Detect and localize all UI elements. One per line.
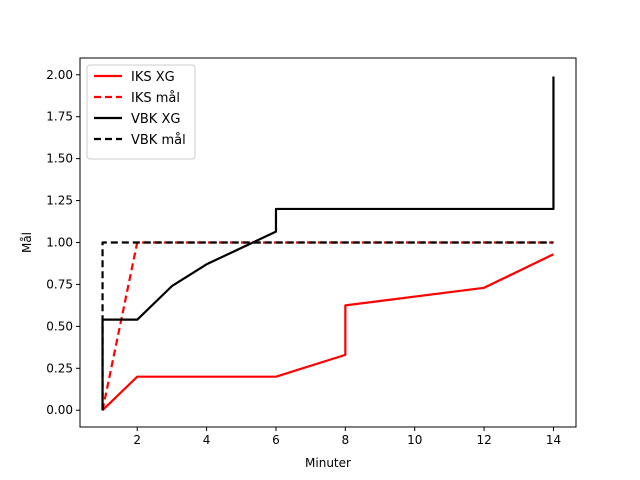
x-axis-label: Minuter [305, 456, 351, 470]
series-line-1 [101, 253, 554, 412]
series-line-4 [101, 241, 554, 411]
y-tick-label: 1.25 [46, 194, 73, 208]
legend-entry-label: VBK mål [131, 133, 186, 148]
x-tick-label: 12 [476, 433, 491, 447]
y-tick-label: 2.00 [46, 68, 73, 82]
legend-entry-label: IKS mål [131, 91, 180, 106]
y-tick-label: 0.50 [46, 319, 73, 333]
legend: IKS XG IKS mål VBK XG VBK mål [86, 64, 196, 160]
x-tick-label: 2 [133, 433, 141, 447]
plot-lines [101, 76, 555, 412]
legend-entry-label: IKS XG [131, 70, 175, 85]
y-tick-label: 0.75 [46, 277, 73, 291]
x-tick-label: 6 [272, 433, 280, 447]
y-tick-label: 1.00 [46, 236, 73, 250]
x-tick-label: 14 [546, 433, 561, 447]
legend-box [86, 64, 196, 160]
y-axis: 0.00 0.25 0.50 0.75 1.00 1.25 1.50 1.75 2.00 [46, 68, 80, 417]
y-tick-label: 1.75 [46, 110, 73, 124]
y-tick-label: 0.25 [46, 361, 73, 375]
x-axis: 2 4 6 8 10 12 14 [133, 427, 561, 447]
y-tick-label: 0.00 [46, 403, 73, 417]
series-line-2 [101, 241, 554, 411]
x-tick-label: 8 [342, 433, 350, 447]
legend-entry-label: VBK XG [131, 112, 180, 127]
y-tick-label: 1.50 [46, 152, 73, 166]
x-tick-label: 10 [407, 433, 422, 447]
series-line-3 [101, 76, 555, 411]
y-axis-label: Mål [20, 232, 34, 253]
x-tick-label: 4 [203, 433, 211, 447]
